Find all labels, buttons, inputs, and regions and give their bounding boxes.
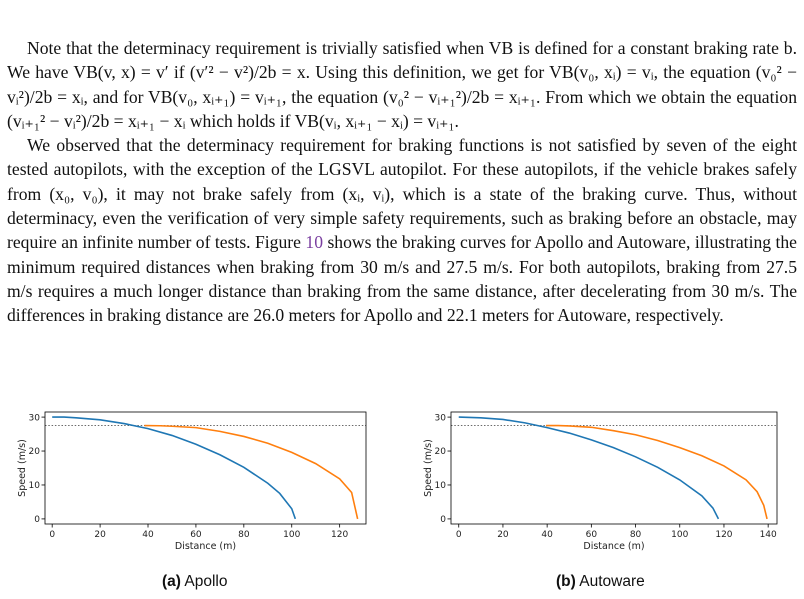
y-axis-label: Speed (m/s) (17, 439, 28, 497)
series-line-0 (458, 416, 720, 520)
paragraph-text-part: We observed that the determinacy require… (7, 135, 797, 253)
caption-label: (b) (556, 573, 576, 590)
chart-autoware: 0 20 40 60 80 100 120 140 0 10 20 30 Distance (m) Spe… (423, 411, 778, 552)
y-axis-label: Speed (m/s) (423, 439, 434, 497)
caption-text: Apollo (184, 573, 228, 590)
plot-frame (450, 411, 778, 525)
caption-label: (a) (162, 573, 181, 590)
x-tick-label: 0 (49, 530, 55, 540)
series-line-0 (52, 416, 297, 520)
x-axis-label: Distance (m) (175, 541, 236, 552)
plot-frame (44, 411, 367, 525)
x-tick-label: 20 (497, 530, 509, 540)
series-line-1 (144, 424, 359, 520)
caption-autoware: (b) Autoware (556, 573, 645, 591)
y-tick-label: 0 (440, 515, 446, 525)
y-tick-label: 10 (29, 481, 41, 491)
series-line-1 (546, 424, 768, 520)
x-tick-label: 80 (630, 530, 642, 540)
x-tick-label: 60 (586, 530, 598, 540)
paragraph-autopilot-observations: We observed that the determinacy require… (7, 133, 797, 327)
x-tick-label: 40 (541, 530, 553, 540)
x-tick-label: 80 (238, 530, 250, 540)
figure-reference-link[interactable]: 10 (305, 232, 323, 253)
x-tick-label: 60 (190, 530, 202, 540)
caption-text: Autoware (579, 573, 645, 590)
x-tick-label: 120 (331, 530, 348, 540)
y-tick-label: 30 (435, 413, 447, 423)
y-tick-label: 30 (29, 413, 41, 423)
chart-apollo: 0 20 40 60 80 100 120 0 10 20 30 Distance (m) Speed … (17, 411, 367, 552)
y-tick-label: 20 (29, 447, 41, 457)
x-tick-label: 40 (142, 530, 154, 540)
x-tick-label: 140 (760, 530, 777, 540)
paragraph-determinacy-constant-braking: Note that the determinacy requirement is… (7, 38, 797, 131)
body-text: Note that the determinacy requirement is… (7, 36, 797, 328)
x-tick-label: 120 (715, 530, 732, 540)
x-axis-label: Distance (m) (583, 541, 644, 552)
x-tick-label: 0 (456, 530, 462, 540)
caption-apollo: (a) Apollo (162, 573, 228, 591)
paragraph-text-part: shows the braking curves for Apollo and … (7, 232, 797, 326)
y-tick-label: 0 (34, 515, 40, 525)
x-tick-label: 100 (671, 530, 688, 540)
x-tick-label: 20 (94, 530, 106, 540)
y-tick-label: 20 (435, 447, 447, 457)
y-tick-label: 10 (435, 481, 447, 491)
x-tick-label: 100 (283, 530, 300, 540)
